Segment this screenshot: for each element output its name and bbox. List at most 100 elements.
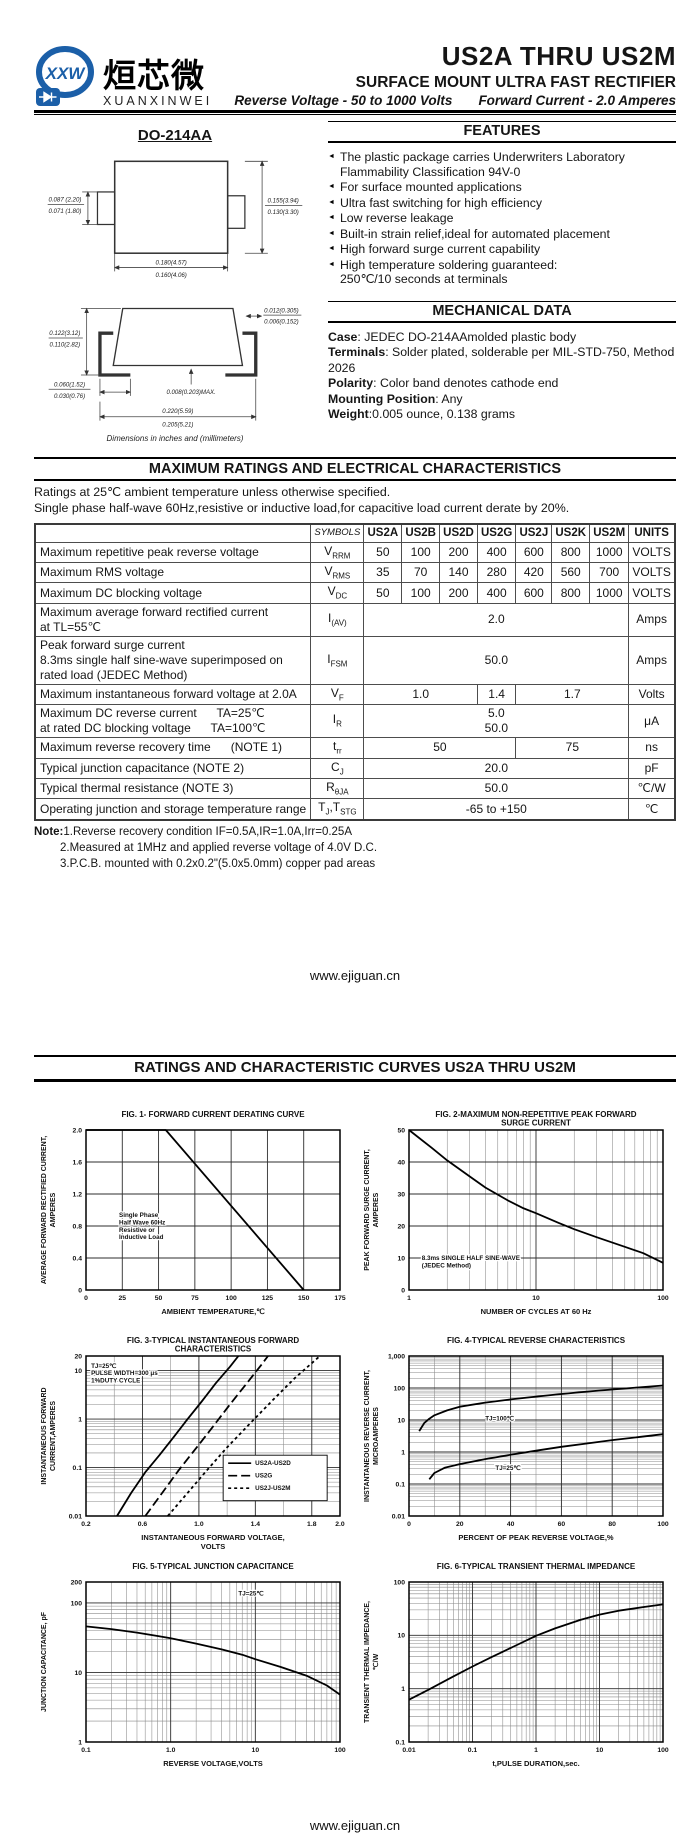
row-unit: ns [628, 737, 676, 759]
svg-text:CURRENT,AMPERES: CURRENT,AMPERES [50, 1401, 57, 1471]
svg-text:1.6: 1.6 [72, 1159, 82, 1166]
row-value: 1.4 [476, 683, 517, 706]
table-row: Maximum instantaneous forward voltage at… [34, 683, 676, 706]
brand-name-cn: 烜芯微 [103, 57, 205, 95]
row-value: 1.0 [363, 683, 478, 706]
header-device-cell: US2B [401, 523, 441, 543]
package-outline-section: DO-214AA 0.087 (2.20) 0.071 (1.80) [34, 121, 316, 443]
svg-text:AMPERES: AMPERES [373, 1192, 380, 1227]
svg-text:100: 100 [334, 1747, 346, 1754]
mechanical-entry: Terminals: Solder plated, solderable per… [328, 345, 675, 375]
row-symbol: trr [310, 737, 365, 759]
mechanical-entry: Polarity: Color band denotes cathode end [328, 376, 559, 391]
svg-text:FIG. 4-TYPICAL REVERSE CHARACT: FIG. 4-TYPICAL REVERSE CHARACTERISTICS [446, 1336, 625, 1345]
row-value: 140 [439, 561, 478, 584]
row-value: 400 [476, 582, 517, 604]
part-tagline: Reverse Voltage - 50 to 1000 Volts Forwa… [234, 92, 676, 109]
curves-section-title: RATINGS AND CHARACTERISTIC CURVES US2A T… [34, 1055, 676, 1083]
row-value: 5.0 50.0 [363, 704, 630, 739]
svg-text:0.01: 0.01 [68, 1513, 81, 1520]
row-value: 70 [401, 561, 441, 584]
svg-text:FIG. 5-TYPICAL JUNCTION CAPACI: FIG. 5-TYPICAL JUNCTION CAPACITANCE [132, 1562, 294, 1571]
svg-text:0.4: 0.4 [72, 1255, 82, 1262]
row-value: -65 to +150 [363, 798, 630, 821]
svg-text:AVERAGE FORWARD RECTIFIED CURR: AVERAGE FORWARD RECTIFIED CURRENT, [41, 1136, 48, 1284]
header-device-cell: US2A [363, 523, 403, 543]
row-value: 560 [551, 561, 591, 584]
svg-text:40: 40 [397, 1159, 405, 1166]
row-value: 35 [363, 561, 403, 584]
table-row: Typical junction capacitance (NOTE 2) CJ 2… [34, 757, 676, 779]
table-note: Note:1.Reverse recovery condition IF=0.5… [34, 825, 352, 838]
feature-text: Ultra fast switching for high efficiency [339, 195, 543, 210]
svg-text:2.0: 2.0 [335, 1521, 345, 1528]
row-value: 50 [363, 541, 403, 564]
feature-text: The plastic package carries Underwriters… [339, 150, 629, 179]
svg-text:10: 10 [251, 1747, 259, 1754]
mechanical-entry: Mounting Position: Any [328, 391, 463, 406]
company-logo: XXW 烜芯微 XUANXINWEI [34, 46, 212, 108]
svg-text:10: 10 [397, 1417, 405, 1424]
ratings-section: MAXIMUM RATINGS AND ELECTRICAL CHARACTER… [34, 457, 676, 872]
figure-6-transient-thermal-impedance: 0.01 0.1 1 10 100 0.1 1 10 100 FIG. 6-TYPICAL TRA… [357, 1560, 676, 1780]
dim-body-height-max: 0.155(3.94) [268, 198, 299, 205]
dim-standoff-max: 0.008(0.203)MAX. [166, 389, 215, 396]
row-unit: VOLTS [628, 561, 676, 584]
svg-text:10: 10 [397, 1255, 405, 1262]
dim-body-height-min: 0.130(3.30) [268, 209, 299, 216]
title-block: US2A THRU US2M SURFACE MOUNT ULTRA FAST … [234, 42, 676, 108]
row-value: 50.0 [363, 777, 630, 800]
row-unit: Amps [628, 635, 676, 685]
logo-text: XXW [45, 64, 87, 83]
mechanical-entry: Weight:0.005 ounce, 0.138 grams [328, 407, 516, 422]
chart-canvas-fig3: 0.2 0.6 1.0 1.4 1.8 2.0 0.01 0.1 1 10 20 TJ=25℃PULS… [41, 1336, 345, 1551]
svg-text:SURGE CURRENT: SURGE CURRENT [501, 1119, 571, 1128]
svg-text:Inductive Load: Inductive Load [119, 1234, 164, 1241]
svg-text:50: 50 [397, 1127, 405, 1134]
row-value: 50.0 [363, 635, 630, 685]
row-value: 50 [363, 737, 517, 759]
figure-2-peak-forward-surge: 1 10 100 0 10 20 30 40 50 8.3ms SINGLE HALF SINE-… [357, 1108, 676, 1328]
svg-text:100: 100 [657, 1747, 669, 1754]
svg-text:FIG. 6-TYPICAL TRANSIENT THERM: FIG. 6-TYPICAL TRANSIENT THERMAL IMPEDAN… [436, 1562, 635, 1571]
dim-tab-height-max: 0.087 (2.20) [48, 197, 81, 204]
feature-item: ◄ Built-in strain relief,ideal for automa… [328, 227, 676, 242]
table-row: Maximum reverse recovery time (NOTE 1) tr… [34, 737, 676, 759]
svg-text:20: 20 [397, 1223, 405, 1230]
svg-text:0.1: 0.1 [395, 1481, 405, 1488]
figure-4-reverse-characteristics: 0 20 40 60 80 100 0.01 0.1 1 10 100 1,000 TJ=100℃ TJ=… [357, 1334, 676, 1554]
feature-bullet-icon: ◄ [328, 214, 335, 222]
svg-text:℃/W: ℃/W [372, 1653, 380, 1670]
svg-text:75: 75 [191, 1295, 199, 1302]
svg-text:FIG. 1- FORWARD CURRENT DERATI: FIG. 1- FORWARD CURRENT DERATING CURVE [121, 1110, 305, 1119]
website-link-footer[interactable]: www.ejiguan.cn [309, 1818, 401, 1833]
header-device-cell: US2G [476, 523, 517, 543]
svg-text:US2G: US2G [255, 1473, 272, 1480]
svg-text:1: 1 [407, 1295, 411, 1302]
svg-text:200: 200 [70, 1579, 82, 1586]
svg-text:0.1: 0.1 [81, 1747, 91, 1754]
row-value: 1.7 [515, 683, 630, 706]
svg-text:1.8: 1.8 [307, 1521, 317, 1528]
svg-text:VOLTS: VOLTS [200, 1542, 224, 1551]
svg-text:175: 175 [334, 1295, 346, 1302]
svg-text:10: 10 [74, 1670, 82, 1677]
figure-1-forward-current-derating: 0 25 50 75 100 125 150 175 0 0.4 0.8 1.2 1.6 2.0 Singl… [34, 1108, 353, 1328]
svg-text:FIG. 2-MAXIMUM NON-REPETITIVE: FIG. 2-MAXIMUM NON-REPETITIVE PEAK FORWA… [435, 1110, 636, 1119]
brand-name-en: XUANXINWEI [103, 94, 213, 109]
svg-text:1.0: 1.0 [165, 1747, 175, 1754]
header-device-cell: US2K [551, 523, 591, 543]
table-note: 3.P.C.B. mounted with 0.2x0.2"(5.0x5.0mm… [60, 857, 376, 870]
mechanical-entry: Case: JEDEC DO-214AAmolded plastic body [328, 329, 577, 344]
dim-tab-height-min: 0.071 (1.80) [48, 208, 81, 215]
svg-text:CHARACTERISTICS: CHARACTERISTICS [174, 1345, 251, 1354]
tagline-reverse-voltage: Reverse Voltage - 50 to 1000 Volts [234, 92, 453, 108]
row-value: 420 [515, 561, 553, 584]
ratings-condition-1: Ratings at 25℃ ambient temperature unles… [34, 485, 391, 500]
website-link[interactable]: www.ejiguan.cn [309, 968, 401, 984]
svg-text:10: 10 [74, 1368, 82, 1375]
feature-bullet-icon: ◄ [328, 245, 335, 253]
row-value: 50 [363, 582, 403, 604]
svg-text:INSTANTANEOUS REVERSE CURRENT,: INSTANTANEOUS REVERSE CURRENT, [364, 1370, 371, 1502]
svg-text:60: 60 [557, 1521, 565, 1528]
